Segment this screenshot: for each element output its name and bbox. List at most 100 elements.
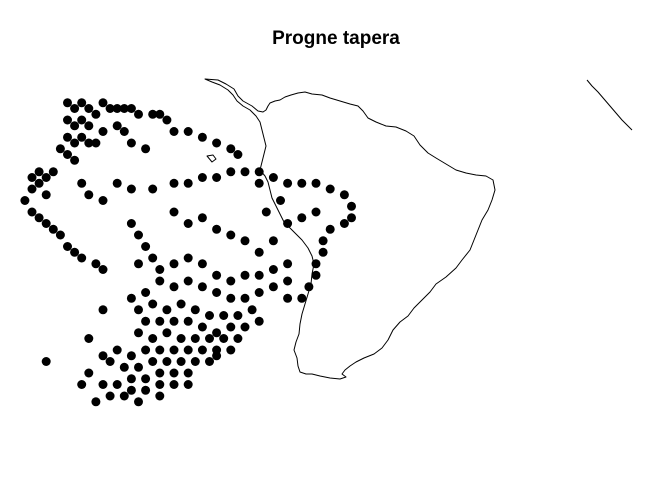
occurrence-point <box>48 224 58 234</box>
occurrence-point <box>197 132 207 142</box>
occurrence-point <box>197 282 207 292</box>
occurrence-point <box>205 334 214 343</box>
occurrence-point <box>205 311 214 320</box>
occurrence-point <box>20 196 30 205</box>
coastline-layer <box>204 78 633 380</box>
occurrence-point <box>141 345 151 355</box>
occurrence-point <box>247 305 257 315</box>
occurrence-point <box>268 265 278 274</box>
occurrence-point <box>268 173 278 182</box>
occurrence-point <box>183 368 193 378</box>
occurrence-point <box>48 167 58 177</box>
occurrence-point <box>98 351 108 361</box>
occurrence-point <box>283 293 293 303</box>
occurrence-point <box>41 173 51 182</box>
occurrence-point <box>141 242 151 251</box>
occurrence-point <box>126 374 136 384</box>
occurrence-point <box>148 184 158 194</box>
occurrence-point <box>63 115 72 125</box>
occurrence-point <box>112 104 122 113</box>
occurrence-point <box>212 351 222 361</box>
occurrence-point <box>155 316 165 326</box>
occurrence-point <box>190 357 200 366</box>
occurrence-point <box>254 288 264 297</box>
occurrence-point <box>212 328 222 338</box>
occurrence-points-layer <box>20 98 356 407</box>
occurrence-point <box>205 357 214 366</box>
occurrence-point <box>240 167 250 177</box>
occurrence-point <box>183 316 193 326</box>
occurrence-point <box>339 190 349 200</box>
occurrence-point <box>126 293 136 303</box>
occurrence-point <box>155 265 165 274</box>
occurrence-point <box>226 230 236 240</box>
occurrence-point <box>197 259 207 269</box>
coastline-south-america <box>204 78 496 380</box>
occurrence-point <box>297 293 307 303</box>
occurrence-point <box>254 178 264 188</box>
occurrence-point <box>70 155 80 165</box>
occurrence-point <box>155 345 165 355</box>
occurrence-point <box>70 121 80 131</box>
occurrence-point <box>169 316 179 326</box>
occurrence-point <box>148 109 158 119</box>
occurrence-point <box>77 98 87 108</box>
occurrence-point <box>77 380 87 389</box>
occurrence-point <box>77 178 87 188</box>
occurrence-point <box>325 224 335 234</box>
occurrence-point <box>84 104 94 113</box>
occurrence-point <box>77 132 87 142</box>
occurrence-point <box>91 109 101 119</box>
occurrence-point <box>141 288 151 297</box>
occurrence-point <box>119 391 129 401</box>
occurrence-point <box>162 328 172 338</box>
occurrence-point <box>134 259 143 269</box>
occurrence-point <box>126 351 136 361</box>
occurrence-point <box>34 178 44 188</box>
occurrence-point <box>98 196 108 205</box>
occurrence-point <box>84 138 94 148</box>
occurrence-point <box>77 115 87 125</box>
occurrence-point <box>84 368 94 378</box>
occurrence-point <box>134 305 143 315</box>
map-title: Progne tapera <box>272 28 400 49</box>
occurrence-point <box>268 282 278 292</box>
occurrence-point <box>318 236 328 246</box>
occurrence-point <box>197 345 207 355</box>
occurrence-point <box>212 288 222 297</box>
occurrence-point <box>155 276 165 286</box>
occurrence-point <box>119 104 129 113</box>
occurrence-point <box>155 109 165 119</box>
occurrence-point <box>134 109 143 119</box>
occurrence-point <box>183 380 193 389</box>
occurrence-point <box>91 259 101 269</box>
occurrence-point <box>226 293 236 303</box>
occurrence-point <box>169 207 179 217</box>
occurrence-point <box>70 247 80 257</box>
occurrence-point <box>98 305 108 315</box>
occurrence-point <box>226 276 236 286</box>
occurrence-point <box>212 173 222 182</box>
occurrence-point <box>119 362 129 372</box>
occurrence-point <box>240 293 250 303</box>
occurrence-point <box>141 374 151 384</box>
occurrence-point <box>197 173 207 182</box>
occurrence-point <box>155 380 165 389</box>
occurrence-point <box>98 265 108 274</box>
occurrence-point <box>169 282 179 292</box>
occurrence-point <box>197 213 207 223</box>
occurrence-point <box>240 270 250 280</box>
occurrence-point <box>112 380 122 389</box>
occurrence-point <box>27 207 37 217</box>
occurrence-point <box>254 247 264 257</box>
occurrence-point <box>112 345 122 355</box>
occurrence-point <box>41 357 51 366</box>
occurrence-point <box>219 311 229 320</box>
occurrence-point <box>34 167 44 177</box>
occurrence-point <box>311 259 321 269</box>
occurrence-point <box>77 253 87 263</box>
occurrence-point <box>126 138 136 148</box>
occurrence-point <box>183 253 193 263</box>
occurrence-point <box>70 138 80 148</box>
occurrence-point <box>162 357 172 366</box>
